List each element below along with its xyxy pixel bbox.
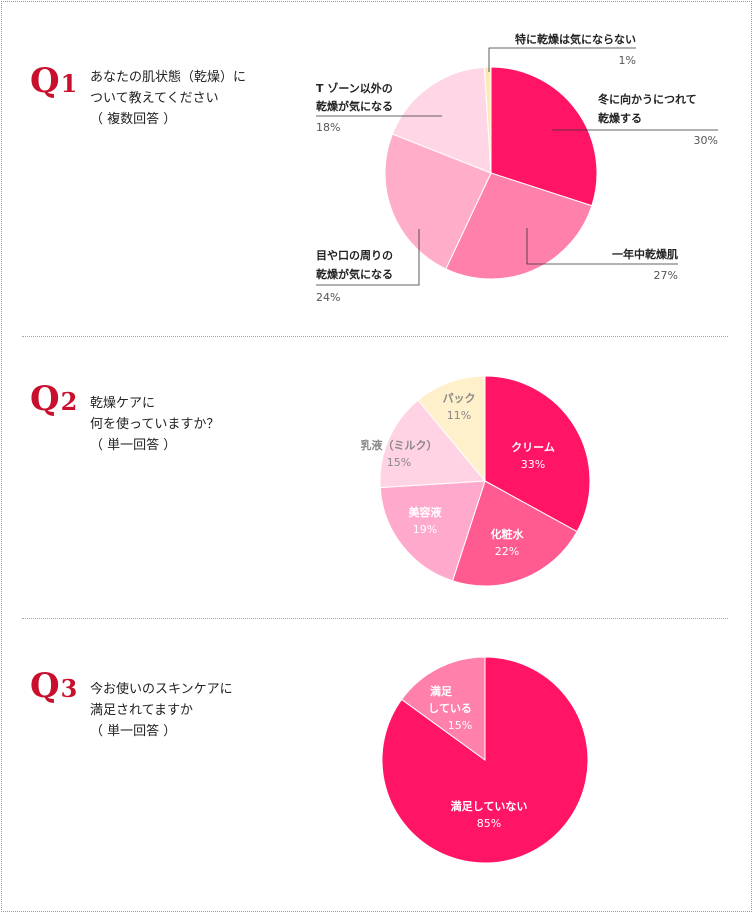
q3-pct-2: 15% bbox=[448, 719, 472, 732]
q2-label-4: 乳液（ミルク） bbox=[361, 438, 438, 452]
q3-slice-2 bbox=[400, 656, 486, 761]
section-divider-2 bbox=[22, 618, 728, 619]
q1-slice-1 bbox=[490, 66, 598, 207]
q3-label-2-line2: している bbox=[428, 702, 472, 715]
q1-leader-5 bbox=[488, 47, 636, 72]
q2-pct-4: 15% bbox=[387, 456, 411, 469]
q1-label-1-line2: 乾燥する bbox=[598, 111, 642, 125]
section-divider-1 bbox=[22, 336, 728, 337]
q2-label-3: 美容液 bbox=[409, 505, 443, 519]
q2-slice-3 bbox=[379, 480, 486, 582]
q3-label-1: 満足していない bbox=[451, 799, 528, 813]
q2-label-5: パック bbox=[443, 392, 476, 405]
q3-label: Q3 bbox=[30, 666, 78, 706]
q3-label-2-line1: 満足 bbox=[430, 684, 453, 698]
q1-slice-3 bbox=[384, 133, 492, 270]
q1-label-5-pct: 1% bbox=[619, 54, 636, 67]
q1-slice-4 bbox=[391, 66, 492, 174]
q1-slice-2 bbox=[445, 172, 593, 280]
q1-label-3-line2: 乾燥が気になる bbox=[316, 267, 393, 281]
q1-label-1-line1: 冬に向かうにつれて bbox=[598, 92, 697, 106]
q2-label-1: クリーム bbox=[511, 441, 555, 454]
q3-pct-1: 85% bbox=[477, 817, 501, 830]
q2-pct-5: 11% bbox=[447, 409, 471, 422]
q1-label-3-line1: 目や口の周りの bbox=[316, 249, 393, 262]
q1-label: Q1 bbox=[30, 61, 78, 101]
q1-leader-2 bbox=[526, 228, 678, 265]
q2-slice-1 bbox=[484, 375, 591, 533]
q1-slice-5 bbox=[483, 66, 492, 174]
q1-label-2-pct: 27% bbox=[654, 269, 678, 282]
q2-label-2: 化粧水 bbox=[491, 527, 525, 541]
q2-pct-2: 22% bbox=[495, 545, 519, 558]
q3-question-text: 今お使いのスキンケアに 満足されてますか （ 単一回答 ） bbox=[90, 682, 233, 739]
q1-label-2-line1: 一年中乾燥肌 bbox=[612, 247, 678, 261]
q1-label-5-line1: 特に乾燥は気にならない bbox=[515, 32, 636, 46]
q2-slice-5 bbox=[417, 375, 486, 483]
q1-label-1-pct: 30% bbox=[694, 134, 718, 147]
q1-label-4-pct: 18% bbox=[316, 121, 340, 134]
q1-label-4-line1: T ゾーン以外の bbox=[316, 81, 393, 95]
q1-label-4-line2: 乾燥が気になる bbox=[316, 99, 393, 113]
q2-slice-2 bbox=[451, 480, 578, 587]
q2-pct-1: 33% bbox=[521, 458, 545, 471]
q2-slice-4 bbox=[379, 399, 487, 489]
q2-label: Q2 bbox=[30, 379, 78, 419]
q1-label-3-pct: 24% bbox=[316, 291, 340, 304]
q1-question-text: あなたの肌状態（乾燥）に ついて教えてください （ 複数回答 ） bbox=[90, 70, 247, 127]
q1-leader-3 bbox=[316, 229, 420, 286]
q2-question-text: 乾燥ケアに 何を使っていますか？ （ 単一回答 ） bbox=[90, 396, 220, 453]
q2-pct-3: 19% bbox=[413, 523, 437, 536]
